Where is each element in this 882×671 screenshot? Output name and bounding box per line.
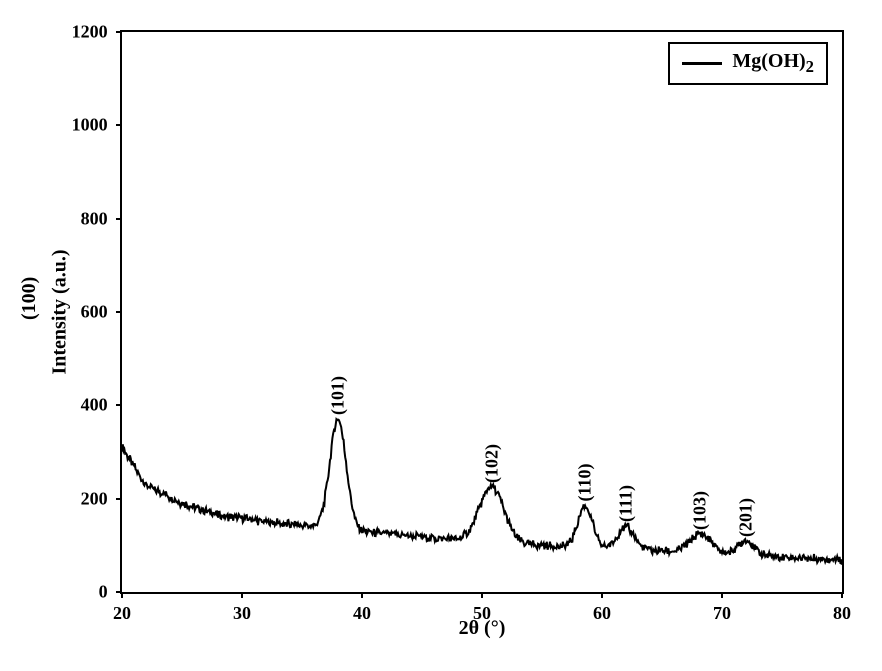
peak-label: (111) (616, 485, 637, 522)
x-tick-label: 80 (833, 603, 851, 624)
y-tick-label: 0 (99, 582, 108, 603)
x-tick-label: 40 (353, 603, 371, 624)
y-axis-label: Intensity (a.u.) (49, 249, 72, 374)
y-tick-label: 800 (81, 208, 108, 229)
y-tick-mark (116, 218, 122, 220)
y-tick-mark (116, 404, 122, 406)
x-tick-mark (241, 592, 243, 598)
y-tick-mark (116, 31, 122, 33)
y-tick-mark (116, 124, 122, 126)
y-tick-label: 600 (81, 302, 108, 323)
peak-label: (201) (736, 498, 757, 537)
plot-area: Mg(OH)2 Intensity (a.u.) 2θ (°) 02004006… (120, 30, 844, 594)
y-tick-mark (116, 498, 122, 500)
x-tick-mark (481, 592, 483, 598)
xrd-line-plot (122, 32, 842, 592)
y-tick-label: 1200 (72, 22, 108, 43)
x-tick-label: 70 (713, 603, 731, 624)
chart-container: (100) Mg(OH)2 Intensity (a.u.) 2θ (°) 02… (0, 0, 882, 671)
y-tick-label: 1000 (72, 115, 108, 136)
x-tick-label: 20 (113, 603, 131, 624)
y-tick-mark (116, 311, 122, 313)
xrd-trace (122, 419, 842, 563)
x-tick-label: 50 (473, 603, 491, 624)
x-tick-mark (841, 592, 843, 598)
y-tick-label: 200 (81, 488, 108, 509)
peak-label: (101) (328, 376, 349, 415)
x-tick-mark (361, 592, 363, 598)
y-tick-label: 400 (81, 395, 108, 416)
x-tick-label: 60 (593, 603, 611, 624)
x-tick-mark (121, 592, 123, 598)
x-tick-mark (721, 592, 723, 598)
peak-label: (102) (481, 444, 502, 483)
x-tick-label: 30 (233, 603, 251, 624)
outer-plane-label: (100) (18, 277, 41, 320)
peak-label: (103) (690, 491, 711, 530)
peak-label: (110) (575, 463, 596, 501)
x-tick-mark (601, 592, 603, 598)
